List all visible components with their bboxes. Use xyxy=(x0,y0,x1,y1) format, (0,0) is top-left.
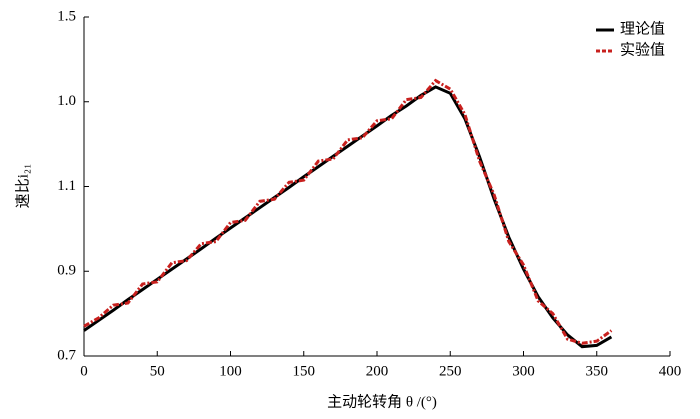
y-tick-label: 1.0 xyxy=(57,93,76,109)
y-tick-label: 0.7 xyxy=(57,347,76,363)
legend-label: 实验值 xyxy=(620,41,665,58)
series-line xyxy=(83,85,613,349)
x-tick-label: 50 xyxy=(150,363,165,379)
x-tick-label: 100 xyxy=(219,363,242,379)
x-tick-label: 150 xyxy=(293,363,316,379)
y-axis-label: 速比i₂₁ xyxy=(14,164,31,209)
series-line xyxy=(83,78,613,345)
x-tick-label: 300 xyxy=(512,363,535,379)
x-tick-label: 350 xyxy=(586,363,609,379)
y-tick-label: 1.5 xyxy=(57,8,76,24)
legend-label: 理论值 xyxy=(620,20,665,37)
x-axis-label: 主动轮转角 θ /(°) xyxy=(327,393,437,410)
x-tick-label: 250 xyxy=(439,363,462,379)
x-tick-label: 400 xyxy=(659,363,682,379)
y-tick-label: 0.9 xyxy=(57,263,76,279)
x-tick-label: 200 xyxy=(366,363,389,379)
x-tick-label: 0 xyxy=(80,363,88,379)
y-tick-label: 1.1 xyxy=(57,178,76,194)
